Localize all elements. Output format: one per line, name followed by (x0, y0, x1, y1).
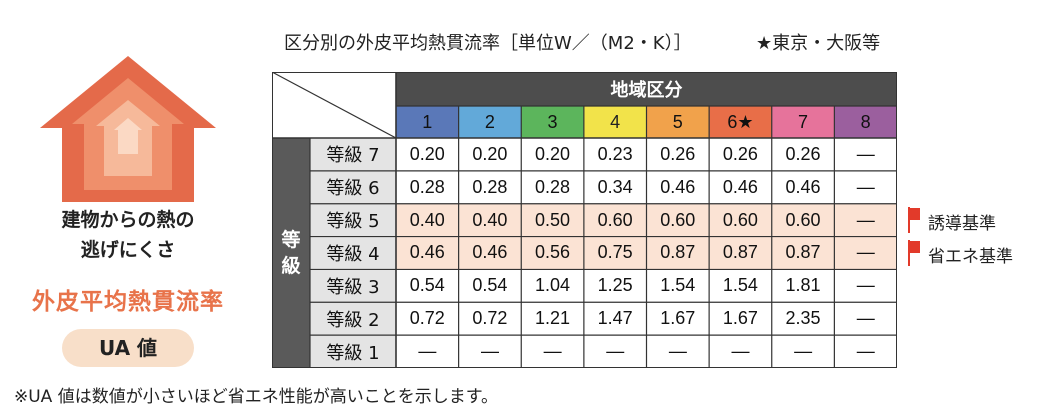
table-value-cell: 0.72 (458, 302, 522, 336)
table-value-cell: — (834, 335, 897, 368)
table-value-cell: 0.28 (396, 170, 459, 204)
table-value-cell: — (834, 203, 897, 237)
grade-group-char: 級 (281, 255, 301, 277)
table-value-cell: 0.26 (646, 138, 710, 171)
table-value-cell: 0.26 (709, 138, 772, 171)
table-value-cell: 0.75 (583, 236, 647, 270)
table-value-cell: 0.87 (771, 236, 835, 270)
table-value-cell: 0.72 (396, 302, 459, 336)
table-value-cell: 0.60 (771, 203, 835, 237)
footnote: ※UA 値は数値が小さいほど省エネ性能が高いことを示します。 (14, 387, 499, 407)
table-corner (272, 72, 396, 138)
table-value-cell: 1.25 (583, 269, 647, 303)
house-illustration (40, 56, 216, 202)
table-value-cell: — (834, 302, 897, 336)
table-value-cell: 2.35 (771, 302, 835, 336)
region-4-header: 4 (583, 106, 647, 138)
subtitle: 建物からの熱の 逃げにくさ (18, 205, 238, 265)
grade-label: 等級 4 (310, 236, 396, 270)
grade-label: 等級 3 (310, 269, 396, 303)
table-value-cell: 0.40 (458, 203, 522, 237)
table-value-cell: 1.81 (771, 269, 835, 303)
table-value-cell: 0.54 (458, 269, 522, 303)
subtitle-line-2: 逃げにくさ (80, 239, 176, 261)
red-flag-icon (908, 207, 920, 234)
table-value-cell: 1.47 (583, 302, 647, 336)
table-value-cell: 0.46 (458, 236, 522, 270)
grade-label: 等級 6 (310, 170, 396, 204)
table-value-cell: 0.20 (521, 138, 584, 171)
grade-label: 等級 7 (310, 138, 396, 171)
table-value-cell: 0.46 (709, 170, 772, 204)
table-value-cell: 0.60 (709, 203, 772, 237)
table-value-cell: 0.56 (521, 236, 584, 270)
subtitle-line-1: 建物からの熱の (61, 209, 195, 231)
grade-group-char: 等 (281, 229, 301, 251)
region-7-header: 7 (771, 106, 835, 138)
table-note: ★東京・大阪等 (756, 33, 881, 54)
table-value-cell: 1.04 (521, 269, 584, 303)
table-value-cell: 0.26 (771, 138, 835, 171)
table-value-cell: 1.54 (646, 269, 710, 303)
house-core-shape (114, 118, 142, 154)
headline: 外皮平均熱貫流率 (32, 289, 224, 315)
region-3-header: 3 (521, 106, 584, 138)
table-value-cell: 1.54 (709, 269, 772, 303)
table-value-cell: 0.34 (583, 170, 647, 204)
table-value-cell: 1.67 (646, 302, 710, 336)
grade-label: 等級 5 (310, 203, 396, 237)
red-flag-icon (908, 239, 920, 266)
table-value-cell: 0.46 (396, 236, 459, 270)
table-title: 区分別の外皮平均熱貫流率［単位W／（M2・K）］ (284, 33, 692, 54)
table-value-cell: — (583, 335, 647, 368)
grade-group-label: 等級 (272, 138, 310, 368)
table-value-cell: 0.40 (396, 203, 459, 237)
table-value-cell: 0.28 (521, 170, 584, 204)
table-value-cell: — (834, 269, 897, 303)
table-value-cell: 0.50 (521, 203, 584, 237)
region-8-header: 8 (834, 106, 897, 138)
standard-marker-label: 誘導基準 (928, 214, 996, 235)
region-1-header: 1 (396, 106, 459, 138)
ua-value-badge: UA 値 (62, 329, 194, 367)
region-2-header: 2 (458, 106, 522, 138)
table-value-cell: — (834, 236, 897, 270)
table-value-cell: — (458, 335, 522, 368)
table-value-cell: 0.20 (396, 138, 459, 171)
region-6-header: 6★ (709, 106, 772, 138)
table-value-cell: — (521, 335, 584, 368)
table-value-cell: — (396, 335, 459, 368)
table-value-cell: 0.23 (583, 138, 647, 171)
table-value-cell: 0.46 (771, 170, 835, 204)
table-value-cell: 0.20 (458, 138, 522, 171)
table-value-cell: 1.21 (521, 302, 584, 336)
standard-marker-label: 省エネ基準 (928, 246, 1013, 267)
grade-label: 等級 2 (310, 302, 396, 336)
table-value-cell: — (709, 335, 772, 368)
table-value-cell: 0.54 (396, 269, 459, 303)
region-header: 地域区分 (396, 72, 897, 106)
table-value-cell: — (646, 335, 710, 368)
table-value-cell: 0.60 (646, 203, 710, 237)
table-value-cell: 0.46 (646, 170, 710, 204)
table-value-cell: — (834, 170, 897, 204)
table-value-cell: — (834, 138, 897, 171)
table-value-cell: 0.28 (458, 170, 522, 204)
region-5-header: 5 (646, 106, 710, 138)
table-value-cell: — (771, 335, 835, 368)
table-value-cell: 0.87 (646, 236, 710, 270)
grade-label: 等級 1 (310, 335, 396, 368)
table-value-cell: 0.60 (583, 203, 647, 237)
ua-value-table: 地域区分 1 2 3 4 5 6★ 7 8 等級等級 7 0.20 0.20 0.20 0.23 0.26 0… (272, 72, 897, 368)
table-value-cell: 0.87 (709, 236, 772, 270)
table-value-cell: 1.67 (709, 302, 772, 336)
